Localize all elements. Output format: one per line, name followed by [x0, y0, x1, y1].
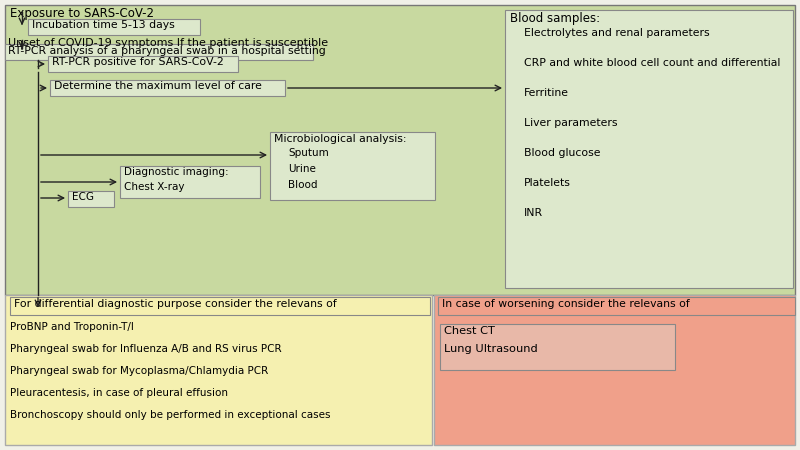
Text: Pharyngeal swab for Mycoplasma/Chlamydia PCR: Pharyngeal swab for Mycoplasma/Chlamydia…: [10, 366, 268, 376]
Text: Sputum: Sputum: [288, 148, 329, 158]
Text: Blood samples:: Blood samples:: [510, 12, 600, 25]
Text: Bronchoscopy should only be performed in exceptional cases: Bronchoscopy should only be performed in…: [10, 410, 330, 420]
Text: Unset of COVID-19 symptoms If the patient is susceptible: Unset of COVID-19 symptoms If the patien…: [8, 38, 328, 48]
Text: RT-PCR positive for SARS-CoV-2: RT-PCR positive for SARS-CoV-2: [52, 57, 224, 67]
Text: RT-PCR analysis of a pharyngeal swab in a hospital setting: RT-PCR analysis of a pharyngeal swab in …: [8, 46, 326, 56]
Bar: [68, 191, 114, 207]
Text: ProBNP and Troponin-T/I: ProBNP and Troponin-T/I: [10, 322, 134, 332]
Text: Blood: Blood: [288, 180, 318, 190]
Text: Incubation time 5-13 days: Incubation time 5-13 days: [32, 20, 174, 30]
Bar: [120, 166, 260, 198]
Bar: [434, 295, 795, 445]
Text: Exposure to SARS-CoV-2: Exposure to SARS-CoV-2: [10, 7, 154, 20]
Bar: [505, 10, 793, 288]
Text: ECG: ECG: [72, 192, 94, 202]
Text: For differential diagnostic purpose consider the relevans of: For differential diagnostic purpose cons…: [14, 299, 337, 309]
Text: Pleuracentesis, in case of pleural effusion: Pleuracentesis, in case of pleural effus…: [10, 388, 228, 398]
Text: Diagnostic imaging:: Diagnostic imaging:: [124, 167, 229, 177]
Bar: [28, 19, 200, 35]
Text: Ferritine: Ferritine: [524, 88, 569, 98]
Bar: [270, 132, 435, 200]
Text: Urine: Urine: [288, 164, 316, 174]
Text: CRP and white blood cell count and differential: CRP and white blood cell count and diffe…: [524, 58, 780, 68]
Text: Determine the maximum level of care: Determine the maximum level of care: [54, 81, 262, 91]
Text: INR: INR: [524, 208, 543, 218]
Text: Liver parameters: Liver parameters: [524, 118, 618, 128]
Text: Microbiological analysis:: Microbiological analysis:: [274, 134, 406, 144]
Bar: [5, 5, 795, 295]
Bar: [5, 44, 313, 60]
Text: Chest X-ray: Chest X-ray: [124, 182, 185, 192]
Text: Pharyngeal swab for Influenza A/B and RS virus PCR: Pharyngeal swab for Influenza A/B and RS…: [10, 344, 282, 354]
Bar: [50, 80, 285, 96]
Bar: [438, 297, 795, 315]
Text: Lung Ultrasound: Lung Ultrasound: [444, 344, 538, 354]
Bar: [440, 324, 675, 370]
Text: Blood glucose: Blood glucose: [524, 148, 601, 158]
Bar: [10, 297, 430, 315]
Bar: [5, 295, 432, 445]
Text: Chest CT: Chest CT: [444, 326, 495, 336]
Bar: [48, 56, 238, 72]
Text: In case of worsening consider the relevans of: In case of worsening consider the releva…: [442, 299, 690, 309]
Text: Electrolytes and renal parameters: Electrolytes and renal parameters: [524, 28, 710, 38]
Text: Platelets: Platelets: [524, 178, 571, 188]
